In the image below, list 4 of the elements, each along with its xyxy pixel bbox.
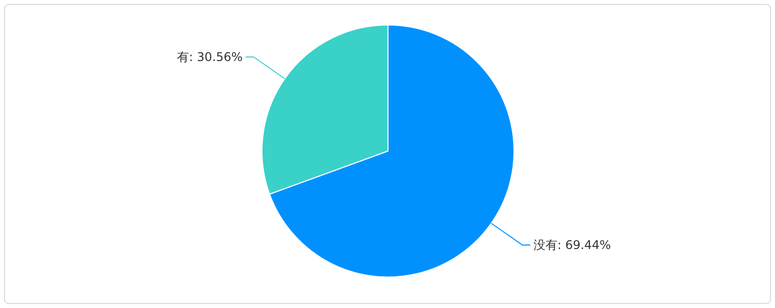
slice-label: 有 bbox=[177, 50, 190, 64]
data-label: : 30.56% bbox=[189, 50, 243, 64]
data-label: : 69.44% bbox=[557, 238, 611, 252]
slice-label: 没有 bbox=[533, 238, 558, 252]
